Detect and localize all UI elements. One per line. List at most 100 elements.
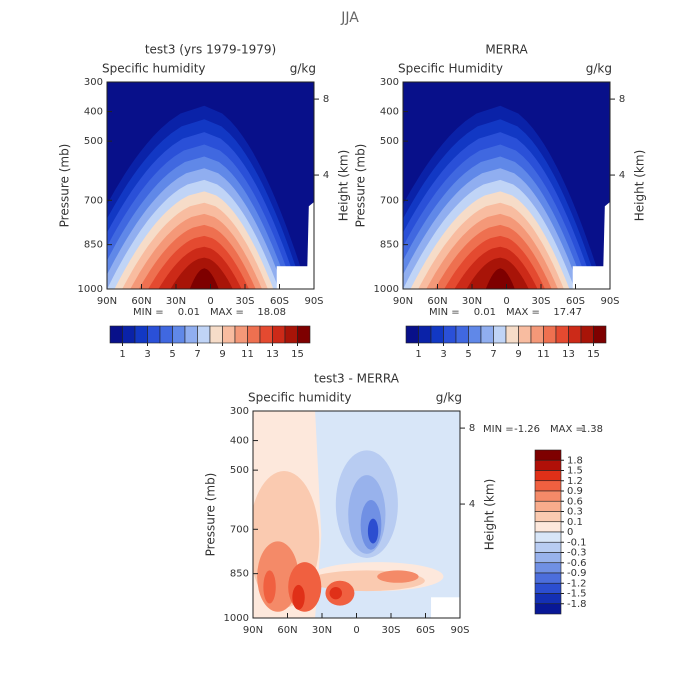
x-tick-label: 30S — [531, 296, 550, 307]
colorbar-box — [272, 325, 286, 344]
colorbar-box — [534, 582, 562, 594]
colorbar-box — [493, 325, 507, 344]
colorbar-box — [534, 552, 562, 564]
colorbar-box — [197, 325, 211, 344]
colorbar-box — [534, 490, 562, 502]
colorbar-box — [534, 500, 562, 512]
contour-fill — [329, 586, 343, 600]
units: g/kg — [586, 62, 612, 76]
x-tick-label: 90S — [450, 625, 469, 636]
colorbar-label: 11 — [537, 349, 550, 360]
x-tick-label: 30S — [235, 296, 254, 307]
colorbar-label: 7 — [194, 349, 200, 360]
y-tick-label: 300 — [230, 406, 249, 417]
colorbar-box — [543, 325, 557, 344]
min-value: 0.01 — [178, 307, 200, 318]
x-tick-label: 30N — [166, 296, 186, 307]
y2-axis-label: Height (km) — [337, 150, 351, 221]
units: g/kg — [436, 391, 462, 405]
max-label: MAX = — [550, 424, 584, 435]
missing-region — [431, 597, 460, 618]
y-tick-label: 700 — [84, 195, 103, 206]
contour-fill — [485, 268, 515, 289]
colorbar-label: 9 — [219, 349, 225, 360]
units: g/kg — [290, 62, 316, 76]
colorbar-box — [534, 531, 562, 543]
x-tick-label: 60N — [427, 296, 447, 307]
y2-tick-label: 4 — [323, 170, 329, 181]
colorbar-label: -1.8 — [567, 599, 587, 610]
colorbar-box — [580, 325, 594, 344]
missing-region — [572, 266, 610, 289]
x-tick-label: 90N — [97, 296, 117, 307]
x-tick-label: 90S — [600, 296, 619, 307]
x-tick-label: 90N — [393, 296, 413, 307]
x-tick-label: 60S — [270, 296, 289, 307]
colorbar-label: 1.2 — [567, 476, 583, 487]
y-axis-label: Pressure (mb) — [58, 144, 72, 228]
colorbar-label: -0.1 — [567, 537, 587, 548]
colorbar-box — [247, 325, 261, 344]
colorbar-box — [418, 325, 432, 344]
min-label: MIN = — [429, 307, 460, 318]
colorbar-label: 5 — [169, 349, 175, 360]
colorbar-label: 0.1 — [567, 517, 583, 528]
colorbar-box — [534, 459, 562, 471]
y-tick-label: 1000 — [374, 284, 399, 295]
colorbar-label: -0.9 — [567, 568, 587, 579]
y-tick-label: 1000 — [78, 284, 103, 295]
colorbar-label: 0.3 — [567, 507, 583, 518]
subtitle: Specific humidity — [102, 62, 206, 76]
colorbar-box — [593, 325, 607, 344]
colorbar-box — [534, 562, 562, 574]
colorbar-label: -0.6 — [567, 558, 587, 569]
colorbar-box — [555, 325, 569, 344]
contour-fill — [292, 584, 305, 610]
contour-field — [253, 411, 460, 618]
y2-tick-label: 4 — [469, 499, 475, 510]
missing-region — [276, 266, 314, 289]
subtitle: Specific Humidity — [398, 62, 503, 76]
colorbar-label: 9 — [515, 349, 521, 360]
y-tick-label: 500 — [84, 136, 103, 147]
y-axis-label: Pressure (mb) — [354, 144, 368, 228]
contour-fill — [263, 570, 276, 604]
x-tick-label: 60S — [566, 296, 585, 307]
min-value: 0.01 — [474, 307, 496, 318]
y2-axis-label: Height (km) — [633, 150, 647, 221]
colorbar-box — [109, 325, 123, 344]
colorbar-box — [534, 521, 562, 533]
colorbar-box — [172, 325, 186, 344]
x-tick-label: 30S — [381, 625, 400, 636]
y-tick-label: 300 — [84, 77, 103, 88]
colorbar-label: 11 — [241, 349, 254, 360]
colorbar-box — [222, 325, 236, 344]
figure-title: JJA — [340, 10, 359, 26]
colorbar-label: 13 — [266, 349, 279, 360]
y-tick-label: 300 — [380, 77, 399, 88]
colorbar-label: 0.6 — [567, 496, 583, 507]
colorbar-label: 0 — [567, 527, 573, 538]
colorbar-label: 15 — [291, 349, 304, 360]
y2-tick-label: 8 — [323, 94, 329, 105]
colorbar-box — [209, 325, 223, 344]
colorbar-box — [259, 325, 273, 344]
colorbar-box — [505, 325, 519, 344]
colorbar-box — [443, 325, 457, 344]
x-tick-label: 60N — [131, 296, 151, 307]
contour-fill — [288, 562, 322, 612]
colorbar-box — [468, 325, 482, 344]
x-tick-label: 60S — [416, 625, 435, 636]
subtitle: Specific humidity — [248, 391, 352, 405]
y2-tick-label: 8 — [469, 423, 475, 434]
x-tick-label: 90S — [304, 296, 323, 307]
contour-field — [403, 82, 610, 289]
chart-title: test3 - MERRA — [314, 372, 400, 386]
y-tick-label: 500 — [230, 465, 249, 476]
colorbar-box — [184, 325, 198, 344]
y-tick-label: 850 — [84, 240, 103, 251]
min-label: MIN = — [483, 424, 514, 435]
y-tick-label: 400 — [230, 436, 249, 447]
